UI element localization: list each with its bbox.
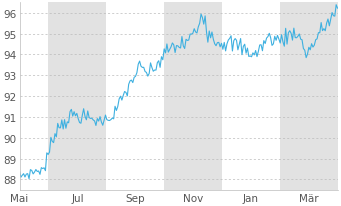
Bar (222, 4, 280, 190)
Bar (164, 4, 222, 190)
Bar (48, 4, 106, 190)
Bar (19, 4, 48, 190)
Bar (280, 4, 338, 190)
Bar (106, 4, 164, 190)
